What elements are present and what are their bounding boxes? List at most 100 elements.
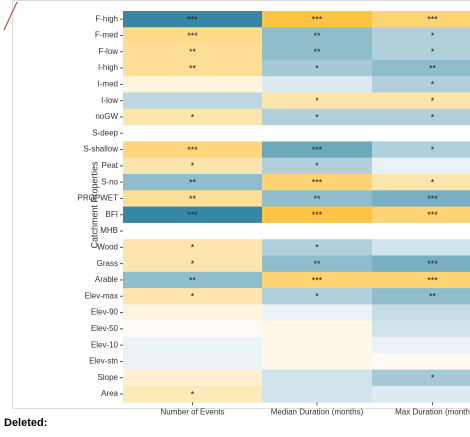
row-label: Area: [101, 389, 118, 398]
heat-cell: [123, 125, 262, 142]
cell-label: ***: [312, 210, 323, 220]
cell-label: *: [191, 292, 195, 302]
cell-label: ***: [312, 15, 323, 25]
row-label: F-med: [95, 31, 118, 40]
cell-label: *: [431, 80, 435, 90]
column-label: Max Duration (month: [395, 407, 470, 416]
heat-cell: [372, 158, 470, 175]
cell-label: *: [431, 145, 435, 155]
cell-label: ***: [427, 210, 438, 220]
cell-label: **: [313, 47, 321, 57]
heat-cell: [372, 44, 470, 61]
heat-cell: [262, 125, 372, 142]
heat-cell: [372, 321, 470, 338]
row-label: S-shallow: [83, 145, 118, 154]
heat-cell: [372, 60, 470, 77]
row-label: I-low: [101, 96, 118, 105]
row-label: S-no: [101, 177, 118, 186]
row-label: I-high: [98, 63, 118, 72]
cell-label: ***: [187, 15, 198, 25]
heat-cell: [262, 386, 372, 403]
heat-cell: [262, 337, 372, 354]
cell-label: *: [315, 96, 319, 106]
row-label: Elev-10: [91, 340, 119, 349]
cell-label: *: [431, 47, 435, 57]
heat-cell: [372, 223, 470, 240]
cell-label: *: [315, 161, 319, 171]
cell-label: ***: [187, 210, 198, 220]
heat-cell: [372, 272, 470, 289]
heat-cell: [372, 353, 470, 370]
heat-cell: [372, 190, 470, 207]
cell-label: ***: [312, 275, 323, 285]
heat-cell: [372, 256, 470, 273]
row-label: F-high: [95, 14, 118, 23]
heat-cell: [372, 370, 470, 387]
heat-cell: [372, 239, 470, 256]
cell-label: *: [191, 161, 195, 171]
cell-label: *: [431, 96, 435, 106]
y-axis-label: Catchment Properties: [89, 161, 99, 249]
heat-cell: [372, 304, 470, 321]
cell-label: *: [431, 178, 435, 188]
heat-cell: [372, 337, 470, 354]
row-label: PROPWET: [78, 194, 119, 203]
heat-cell: [372, 207, 470, 224]
heat-cell: [262, 76, 372, 93]
heat-cell: [123, 370, 262, 387]
cell-label: *: [191, 243, 195, 253]
row-label: Elev-max: [85, 291, 118, 300]
cell-label: *: [431, 31, 435, 41]
cell-label: ***: [427, 259, 438, 269]
row-label: noGW: [95, 112, 118, 121]
cell-label: *: [315, 63, 319, 73]
heat-cell: [262, 304, 372, 321]
heat-cell: [123, 353, 262, 370]
heat-cell: [123, 337, 262, 354]
cell-label: **: [189, 178, 197, 188]
row-label: S-deep: [92, 128, 118, 137]
column-label: Number of Events: [160, 407, 224, 416]
cell-label: *: [431, 373, 435, 383]
cell-label: *: [315, 112, 319, 122]
row-label: MHB: [100, 226, 118, 235]
cell-label: **: [429, 292, 437, 302]
heat-cell: [372, 386, 470, 403]
row-label: F-low: [98, 47, 118, 56]
heat-cell: [262, 321, 372, 338]
row-label: Grass: [97, 259, 118, 268]
heat-cell: [372, 141, 470, 158]
heat-cell: [372, 27, 470, 44]
cell-label: **: [429, 63, 437, 73]
deleted-label: Deleted:: [4, 417, 47, 429]
row-label: Peat: [102, 161, 119, 170]
cell-label: *: [191, 259, 195, 269]
cell-label: **: [313, 259, 321, 269]
cell-label: *: [191, 112, 195, 122]
row-label: Elev-stn: [89, 357, 118, 366]
cell-label: ***: [312, 145, 323, 155]
cell-label: **: [189, 63, 197, 73]
heat-cell: [262, 223, 372, 240]
cell-label: ***: [312, 178, 323, 188]
cell-label: *: [191, 389, 195, 399]
heat-cell: [372, 93, 470, 110]
heat-cell: [262, 353, 372, 370]
cell-label: *: [315, 292, 319, 302]
heat-cell: [372, 125, 470, 142]
heat-cell: [123, 321, 262, 338]
cell-label: ***: [427, 15, 438, 25]
heat-cell: [372, 174, 470, 191]
heat-cell: [123, 93, 262, 110]
cell-label: ***: [427, 275, 438, 285]
heat-cell: [262, 370, 372, 387]
row-label: BFI: [106, 210, 118, 219]
revision-mark: [4, 2, 17, 30]
cell-label: **: [313, 31, 321, 41]
heat-cell: [123, 76, 262, 93]
row-label: Elev-50: [91, 324, 119, 333]
heat-cell: [372, 109, 470, 126]
cell-label: ***: [187, 145, 198, 155]
heat-cell: [372, 288, 470, 305]
